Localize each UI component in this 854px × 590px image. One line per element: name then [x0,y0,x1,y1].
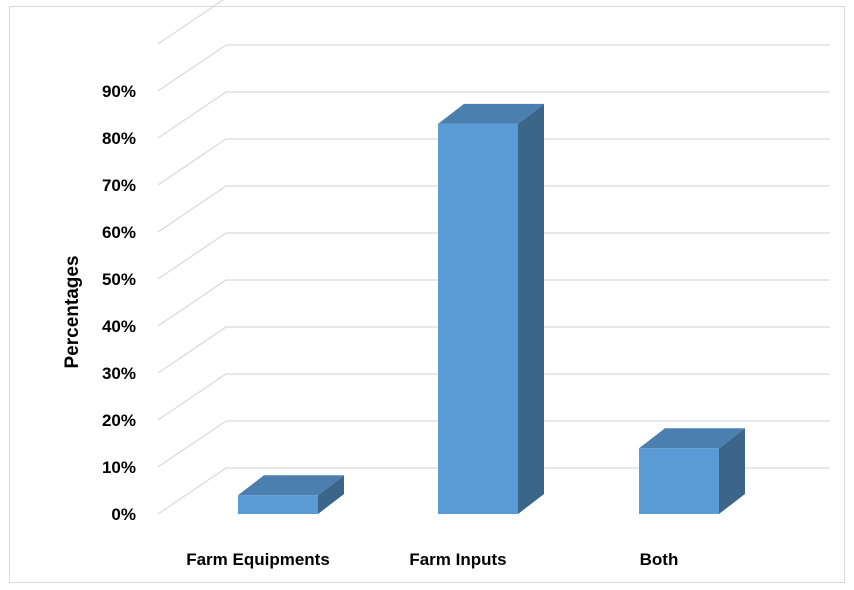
y-axis-title: Percentages [62,255,83,368]
y-tick-label: 30% [102,364,136,383]
bar-both [639,428,745,514]
bar [238,495,318,514]
gridline-diagonal [157,279,227,327]
y-tick-label: 40% [102,317,136,336]
gridline-diagonal [157,232,227,280]
chart-frame [9,6,845,583]
y-tick-label: 70% [102,176,136,195]
bar-top [238,475,344,496]
x-category-label: Farm Inputs [409,550,506,569]
gridline-diagonal [157,0,225,45]
bar-top [639,428,745,449]
bar [438,123,518,515]
bar-farm-inputs [438,103,544,515]
x-axis-categories: Farm Equipments Farm Inputs Both [186,550,678,569]
bar-farm-equipments [238,475,344,514]
y-tick-label: 20% [102,411,136,430]
bar-side [518,103,544,515]
gridline-diagonal [157,138,227,186]
gridline-diagonal [157,44,227,92]
x-category-label: Both [640,550,679,569]
y-axis-ticks: 0% 10% 20% 30% 40% 50% 60% 70% 80% 90% [102,82,136,524]
gridline-diagonal [157,326,227,374]
gridline-diagonal [157,420,227,468]
bar [639,448,719,514]
y-tick-label: 90% [102,82,136,101]
y-tick-label: 0% [111,505,136,524]
gridline-diagonal [157,467,227,515]
bar-side [318,475,344,514]
gridline-diagonal [157,185,227,233]
y-tick-label: 80% [102,129,136,148]
y-tick-label: 10% [102,458,136,477]
gridline-diagonal [157,373,227,421]
bar-side [719,428,745,514]
bars [238,103,745,515]
gridline-diagonal [157,91,227,139]
y-tick-label: 50% [102,270,136,289]
x-category-label: Farm Equipments [186,550,330,569]
y-tick-label: 60% [102,223,136,242]
bar-top [438,103,544,124]
